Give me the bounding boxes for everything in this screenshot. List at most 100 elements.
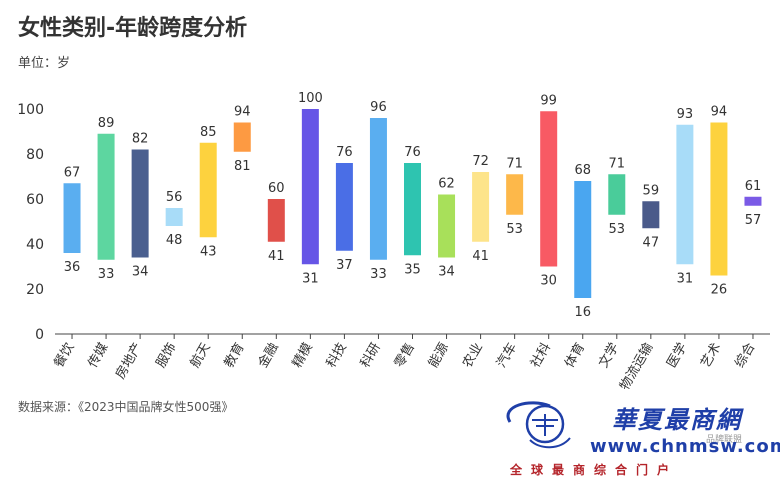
- x-tick-label: 零售: [391, 340, 418, 371]
- y-axis: 0 20 40 60 80 100: [17, 102, 44, 343]
- max-value-label: 99: [540, 93, 557, 108]
- max-value-label: 67: [64, 165, 81, 180]
- watermark-small-text: 品牌联盟: [706, 435, 743, 445]
- bar-17: [608, 174, 626, 215]
- min-value-label: 26: [711, 283, 728, 298]
- x-tick-label: 金融: [255, 340, 282, 371]
- min-value-label: 31: [302, 271, 319, 286]
- x-tick-label: 汽车: [493, 340, 520, 371]
- bar-20: [710, 122, 728, 276]
- x-tick-label: 房地产: [112, 340, 145, 382]
- max-value-label: 62: [438, 177, 455, 192]
- min-value-label: 41: [268, 249, 285, 264]
- bar-3: [131, 149, 149, 258]
- bar-18: [642, 201, 660, 229]
- data-source-note: 数据来源：《2023中国品牌女性500强》: [18, 400, 234, 414]
- min-value-label: 81: [234, 159, 251, 174]
- max-value-label: 94: [711, 105, 728, 120]
- x-tick-label: 综合: [732, 341, 758, 371]
- bars-group: 67 36 89 33 82 34 56 48 85 43 94 81 60 41 100 31 76 37 96 3…: [63, 91, 762, 320]
- max-value-label: 72: [472, 154, 489, 169]
- min-value-label: 30: [540, 274, 557, 289]
- x-tick-label: 餐饮: [51, 340, 78, 371]
- x-tick-label: 体育: [561, 340, 588, 371]
- watermark-slogan: 全球最商综合门户: [510, 463, 679, 477]
- bar-4: [165, 208, 183, 226]
- bar-14: [506, 174, 524, 215]
- min-value-label: 33: [98, 267, 115, 282]
- y-tick-label: 60: [26, 192, 44, 208]
- bar-12: [438, 194, 456, 258]
- min-value-label: 43: [200, 244, 217, 259]
- bar-6: [233, 122, 251, 152]
- x-tick-label: 农业: [460, 341, 486, 371]
- x-tick-label: 物流运输: [616, 340, 656, 393]
- watermark-brand: 華夏最商網: [612, 405, 742, 434]
- min-value-label: 35: [404, 262, 421, 277]
- max-value-label: 61: [745, 179, 762, 194]
- chart-title: 女性类别-年龄跨度分析: [18, 16, 248, 41]
- bar-7: [267, 199, 285, 242]
- min-value-label: 36: [64, 260, 81, 275]
- x-tick-label: 传媒: [86, 341, 112, 371]
- bar-13: [472, 172, 490, 242]
- max-value-label: 96: [370, 100, 387, 115]
- max-value-label: 94: [234, 105, 251, 120]
- max-value-label: 71: [609, 156, 626, 171]
- min-value-label: 48: [166, 233, 183, 248]
- max-value-label: 89: [98, 116, 115, 131]
- y-tick-label: 20: [26, 282, 44, 298]
- watermark-emblem: [506, 401, 571, 449]
- min-value-label: 34: [132, 265, 149, 280]
- bar-19: [676, 124, 694, 265]
- bar-2: [97, 133, 115, 260]
- x-axis: 餐饮 传媒 房地产 服饰 航天 教育 金融 精模 科技 科研 零售 能源 农业 汽车 社科 体育 文学物流运输医…: [51, 333, 770, 393]
- y-tick-label: 100: [17, 102, 44, 118]
- x-tick-label: 航天: [187, 340, 214, 371]
- max-value-label: 76: [404, 145, 421, 160]
- y-tick-label: 80: [26, 147, 44, 163]
- min-value-label: 53: [609, 222, 626, 237]
- min-value-label: 33: [370, 267, 387, 282]
- bar-9: [335, 163, 353, 251]
- bar-10: [369, 118, 387, 260]
- y-tick-label: 0: [35, 327, 44, 343]
- x-tick-label: 科技: [324, 341, 350, 371]
- floating-bar-chart: 0 20 40 60 80 100 67 36 89 33 82 34 56 48 85 43 94 81 60 4…: [17, 91, 770, 393]
- max-value-label: 85: [200, 125, 217, 140]
- x-tick-label: 艺术: [698, 341, 724, 371]
- bar-15: [540, 111, 558, 267]
- max-value-label: 100: [298, 91, 323, 106]
- min-value-label: 57: [745, 213, 762, 228]
- max-value-label: 71: [506, 156, 523, 171]
- max-value-label: 59: [643, 183, 660, 198]
- x-tick-label: 科研: [358, 341, 384, 371]
- max-value-label: 56: [166, 190, 183, 205]
- x-tick-label: 教育: [221, 340, 248, 371]
- min-value-label: 47: [643, 235, 660, 250]
- bar-21: [744, 196, 762, 206]
- x-tick-label: 社科: [527, 340, 554, 371]
- bar-16: [574, 181, 592, 298]
- max-value-label: 93: [677, 107, 694, 122]
- max-value-label: 76: [336, 145, 353, 160]
- x-tick-label: 医学: [663, 340, 690, 371]
- x-tick-label: 精模: [290, 341, 316, 371]
- x-tick-label: 服饰: [154, 341, 180, 371]
- min-value-label: 31: [677, 271, 694, 286]
- min-value-label: 53: [506, 222, 523, 237]
- watermark-url: www.chnmsw.com: [590, 436, 780, 457]
- bar-8: [301, 109, 319, 265]
- min-value-label: 16: [574, 305, 591, 320]
- max-value-label: 82: [132, 132, 149, 147]
- min-value-label: 37: [336, 258, 353, 273]
- max-value-label: 68: [574, 163, 591, 178]
- bar-1: [63, 183, 81, 253]
- min-value-label: 41: [472, 249, 489, 264]
- bar-5: [199, 142, 217, 238]
- bar-11: [404, 163, 421, 256]
- max-value-label: 60: [268, 181, 285, 196]
- min-value-label: 34: [438, 265, 455, 280]
- y-tick-label: 40: [26, 237, 44, 253]
- x-tick-label: 能源: [426, 341, 452, 371]
